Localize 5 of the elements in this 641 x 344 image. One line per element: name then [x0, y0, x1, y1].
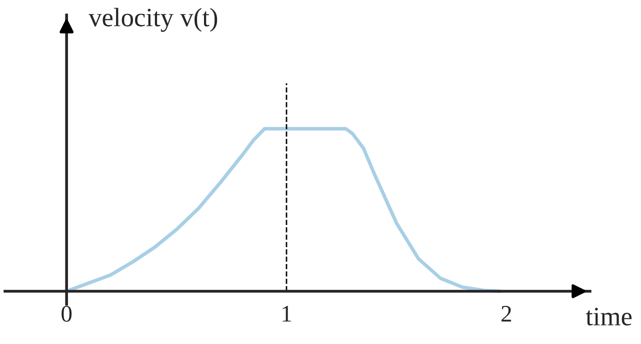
x-axis-title: time: [586, 308, 632, 326]
x-tick-label: 0: [62, 306, 72, 322]
x-tick-label: 1: [282, 306, 291, 322]
x-tick-label: 2: [502, 306, 512, 322]
y-axis-title: velocity v(t): [88, 8, 218, 32]
